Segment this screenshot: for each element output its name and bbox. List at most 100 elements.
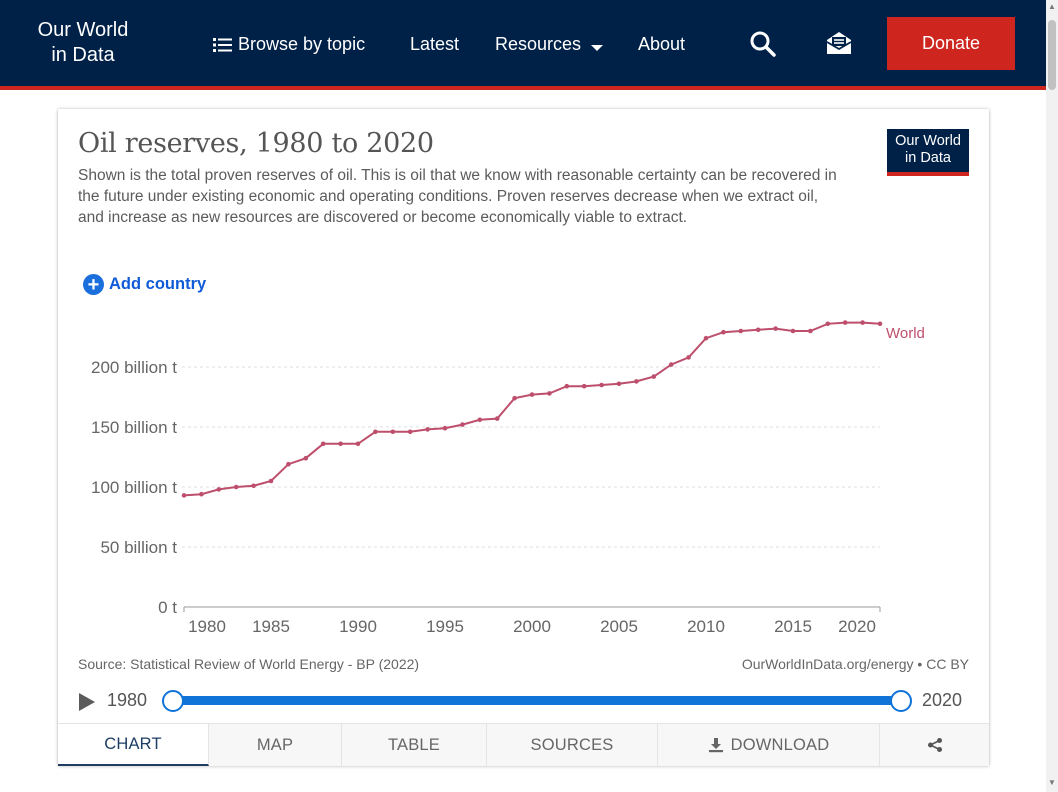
data-point xyxy=(512,395,517,401)
data-point xyxy=(738,328,744,334)
data-point xyxy=(686,355,691,360)
data-point xyxy=(320,441,326,447)
data-point xyxy=(808,328,813,334)
data-point xyxy=(251,483,256,489)
chart-title: Oil reserves, 1980 to 2020 xyxy=(78,128,434,159)
data-point xyxy=(407,429,413,435)
tab-table[interactable]: TABLE xyxy=(342,724,487,766)
scroll-down-icon[interactable]: ▼ xyxy=(1048,778,1056,787)
tab-sources[interactable]: SOURCES xyxy=(487,724,658,766)
owid-badge-logo[interactable]: Our World in Data xyxy=(887,129,969,176)
timeline-track[interactable] xyxy=(173,696,901,705)
data-point xyxy=(790,328,796,334)
timeline-start-year: 1980 xyxy=(107,690,148,710)
x-tick-label: 1995 xyxy=(426,617,464,636)
data-point xyxy=(303,455,309,461)
data-point xyxy=(442,425,448,431)
data-point xyxy=(181,493,187,498)
data-point xyxy=(581,383,587,389)
chart-card: Oil reserves, 1980 to 2020 Shown is the … xyxy=(58,109,989,766)
play-icon[interactable] xyxy=(79,693,95,711)
newsletter-icon[interactable] xyxy=(825,30,853,56)
x-tick-label: 2010 xyxy=(687,617,725,636)
data-point xyxy=(460,422,465,427)
data-point xyxy=(616,381,622,387)
data-point xyxy=(877,321,883,327)
x-tick-label: 2005 xyxy=(600,617,638,636)
data-point xyxy=(651,374,657,379)
tab-download[interactable]: DOWNLOAD xyxy=(658,724,880,766)
plus-circle-icon: + xyxy=(83,274,104,295)
data-point xyxy=(703,335,709,341)
data-point xyxy=(599,382,604,388)
data-point xyxy=(355,441,361,447)
scroll-up-icon[interactable]: ▲ xyxy=(1048,2,1056,11)
series-line-world xyxy=(183,321,881,497)
chart-source[interactable]: Source: Statistical Review of World Ener… xyxy=(78,656,420,672)
chart-tab-bar: CHART MAP TABLE SOURCES DOWNLOAD xyxy=(58,723,989,766)
y-tick-label: 0 t xyxy=(158,598,177,617)
y-tick-label: 100 billion t xyxy=(91,478,177,497)
data-point xyxy=(390,429,396,435)
line-chart: 0 t 50 billion t 100 billion t 150 billion … xyxy=(91,320,925,636)
resources-menu[interactable]: Resources xyxy=(495,32,604,56)
tab-map[interactable]: MAP xyxy=(209,724,342,766)
data-point xyxy=(199,491,204,497)
data-point xyxy=(721,329,726,335)
nav-accent-line xyxy=(0,86,1046,90)
data-point xyxy=(529,392,535,397)
data-point xyxy=(634,379,639,384)
data-point xyxy=(233,484,239,490)
x-tick-label: 1990 xyxy=(339,617,377,636)
series-label-world: World xyxy=(886,325,925,342)
y-tick-label: 200 billion t xyxy=(91,358,177,377)
scrollbar-thumb[interactable] xyxy=(1048,20,1056,90)
data-point xyxy=(477,417,483,423)
donate-button[interactable]: Donate xyxy=(887,17,1015,70)
badge-line-1: Our World xyxy=(895,133,961,149)
badge-line-2: in Data xyxy=(905,150,951,166)
page-scrollbar[interactable] xyxy=(1046,0,1058,792)
data-point xyxy=(268,478,274,484)
resources-label: Resources xyxy=(495,34,582,54)
share-button[interactable] xyxy=(880,724,989,766)
x-tick-label: 2015 xyxy=(774,617,812,636)
data-point xyxy=(216,487,222,492)
site-logo[interactable]: Our World in Data xyxy=(24,18,142,68)
latest-link[interactable]: Latest xyxy=(410,34,460,54)
chart-subtitle: Shown is the total proven reserves of oi… xyxy=(78,167,837,226)
data-point xyxy=(286,461,291,467)
data-point xyxy=(373,429,378,435)
timeline-end-year: 2020 xyxy=(922,690,963,710)
x-tick-label: 2000 xyxy=(513,617,551,636)
logo-line-2: in Data xyxy=(51,44,115,66)
list-icon xyxy=(213,38,232,52)
x-tick-label: 1985 xyxy=(252,617,290,636)
data-point xyxy=(755,327,761,333)
data-point xyxy=(825,321,831,327)
search-icon[interactable] xyxy=(749,30,777,58)
data-point xyxy=(547,391,552,396)
data-point xyxy=(494,416,500,421)
top-navigation xyxy=(0,0,1046,86)
data-point xyxy=(773,326,778,331)
add-country-button[interactable]: + Add country xyxy=(83,274,206,295)
about-link[interactable]: About xyxy=(638,34,686,54)
data-point xyxy=(668,362,674,367)
y-tick-label: 50 billion t xyxy=(100,538,177,557)
logo-line-1: Our World xyxy=(37,19,129,41)
download-icon xyxy=(708,738,723,753)
data-point xyxy=(338,441,343,447)
timeline-end-handle[interactable] xyxy=(890,690,912,712)
y-tick-label: 150 billion t xyxy=(91,418,177,437)
browse-by-topic-link[interactable]: Browse by topic xyxy=(213,32,365,56)
tab-chart[interactable]: CHART xyxy=(58,724,209,766)
share-icon xyxy=(927,738,942,752)
x-tick-label: 1980 xyxy=(188,617,226,636)
data-point xyxy=(564,383,570,389)
add-country-label: Add country xyxy=(109,275,207,293)
chart-url[interactable]: OurWorldInData.org/energy • CC BY xyxy=(741,656,969,672)
timeline-start-handle[interactable] xyxy=(162,690,184,712)
x-tick-label: 2020 xyxy=(838,617,876,636)
browse-label: Browse by topic xyxy=(238,34,366,54)
